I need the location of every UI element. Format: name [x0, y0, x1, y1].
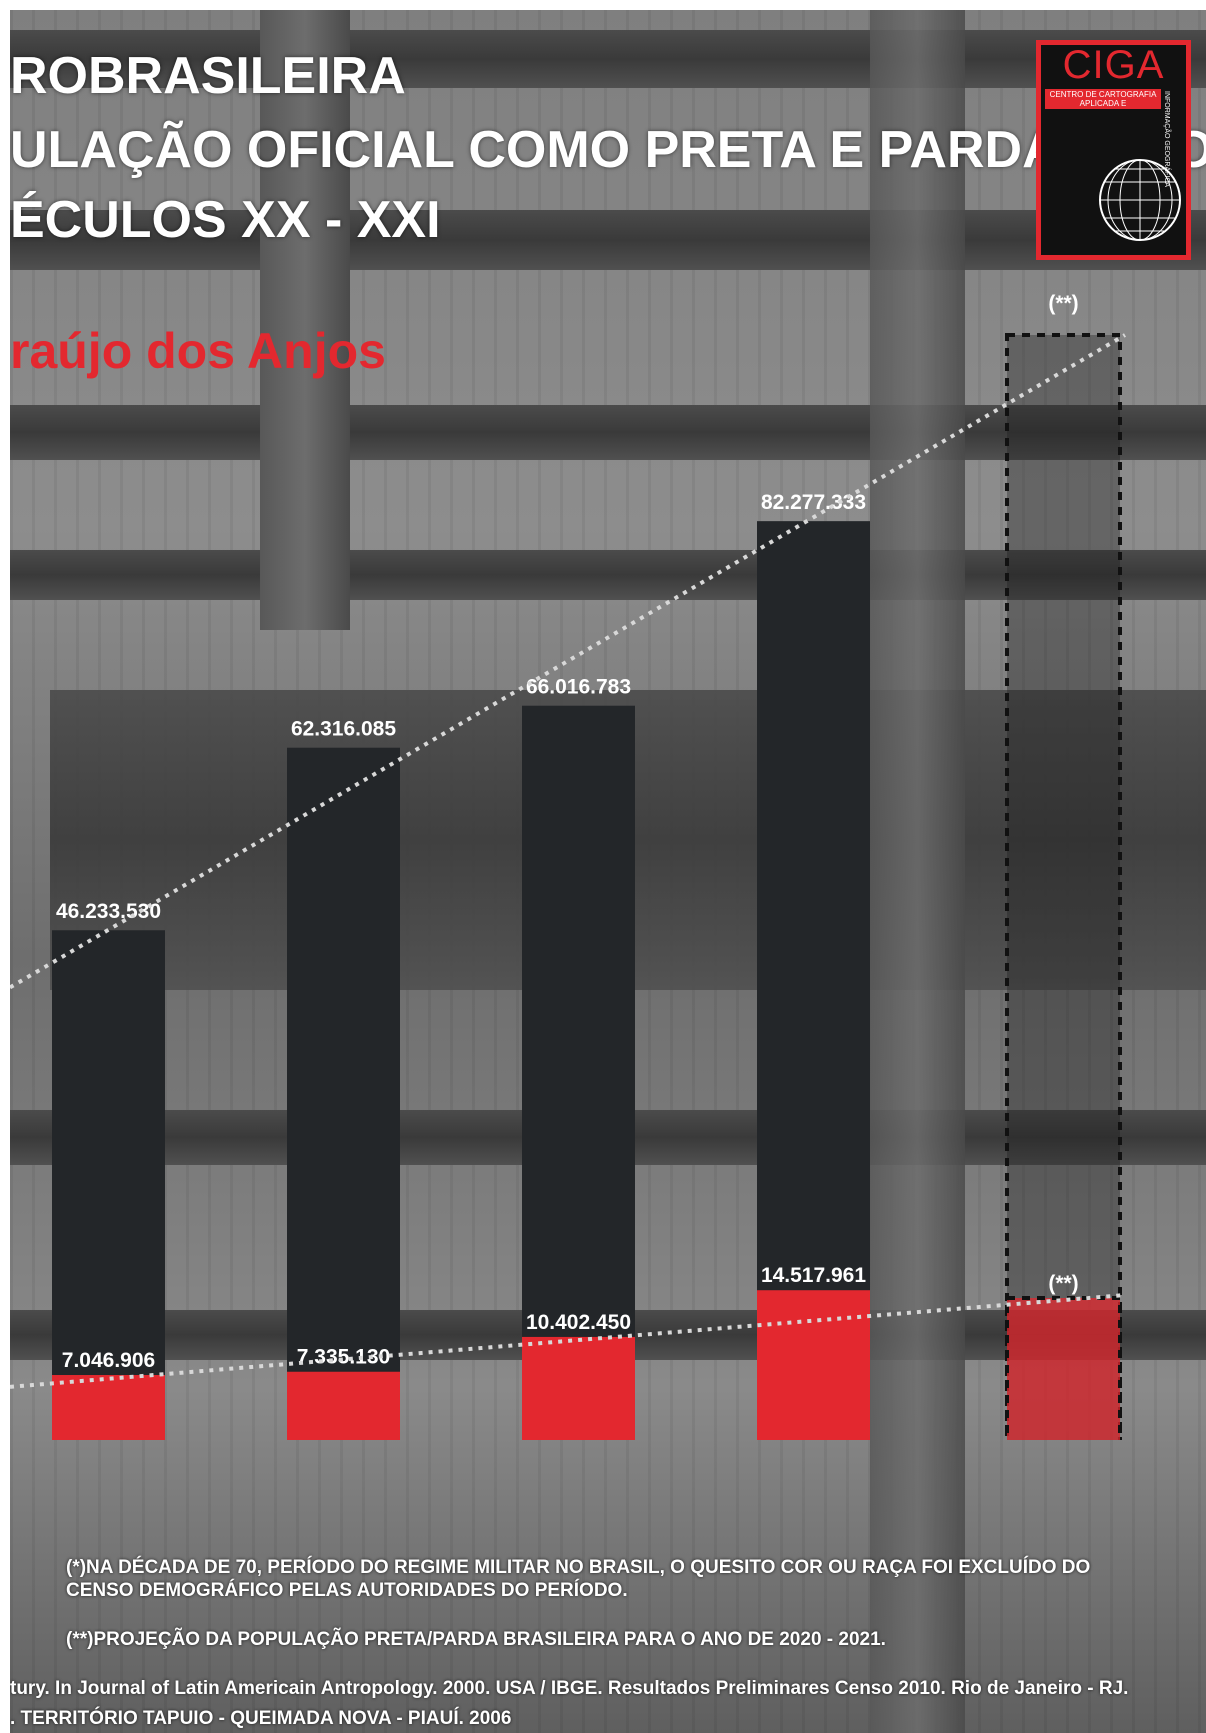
bar-total-1980 [52, 930, 165, 1440]
bar-total-2010 [757, 521, 870, 1440]
footnote-2: (**)PROJEÇÃO DA POPULAÇÃO PRETA/PARDA BR… [66, 1629, 886, 1650]
logo-side-text: INFORMAÇÃO GEOGRÁFICA [1163, 91, 1170, 188]
ciga-logo: CIGA CENTRO DE CARTOGRAFIA APLICADA E IN… [1036, 40, 1191, 260]
title-line-1: ROBRASILEIRA [10, 47, 406, 105]
bar-afro-1991 [287, 1371, 400, 1440]
label-total-2010: 82.277.333 [761, 491, 866, 514]
post-decoration [870, 10, 965, 1733]
projection-box-red [1005, 1296, 1122, 1440]
beam-decoration [10, 210, 1206, 270]
label-afro-1980: 7.046.906 [62, 1349, 155, 1372]
post-decoration [260, 10, 350, 630]
trend-line-afro [10, 1293, 1126, 1389]
label-total-1980: 46.233.530 [56, 900, 161, 923]
author-name: raújo dos Anjos [10, 323, 386, 379]
bar-afro-1980 [52, 1375, 165, 1440]
logo-title: CIGA [1062, 43, 1165, 87]
label-total-2021: (**) [1048, 292, 1078, 315]
label-total-2000: 66.016.783 [526, 676, 631, 699]
logo-subtitle: CENTRO DE CARTOGRAFIA APLICADA E [1045, 89, 1161, 109]
bar-total-1991 [287, 747, 400, 1440]
projection-box-dark [1005, 333, 1122, 1440]
footnote-1: (*)NA DÉCADA DE 70, PERÍODO DO REGIME MI… [66, 1557, 1091, 1601]
label-afro-1991: 7.335.130 [297, 1346, 390, 1369]
label-afro-2010: 14.517.961 [761, 1264, 866, 1287]
source-line-2: . TERRITÓRIO TAPUIO - QUEIMADA NOVA - PI… [10, 1708, 512, 1729]
bar-afro-2010 [757, 1290, 870, 1440]
beam-decoration [10, 30, 1206, 88]
globe-icon [1099, 159, 1181, 241]
label-total-1991: 62.316.085 [291, 718, 396, 741]
label-afro-2021: (**) [1048, 1272, 1078, 1295]
title-line-2: ULAÇÃO OFICIAL COMO PRETA E PARDA PELO [10, 121, 1206, 179]
bar-total-2000 [522, 705, 635, 1440]
population-bar-chart: 46.233.5307.046.906198062.316.0857.335.1… [10, 292, 1127, 1440]
label-afro-2000: 10.402.450 [526, 1311, 631, 1334]
title-line-3: ÉCULOS XX - XXI [10, 191, 441, 249]
source-line-1: tury. In Journal of Latin Americain Antr… [10, 1678, 1129, 1699]
poster-background: ROBRASILEIRA ULAÇÃO OFICIAL COMO PRETA E… [10, 10, 1206, 1733]
bar-afro-2000 [522, 1336, 635, 1440]
